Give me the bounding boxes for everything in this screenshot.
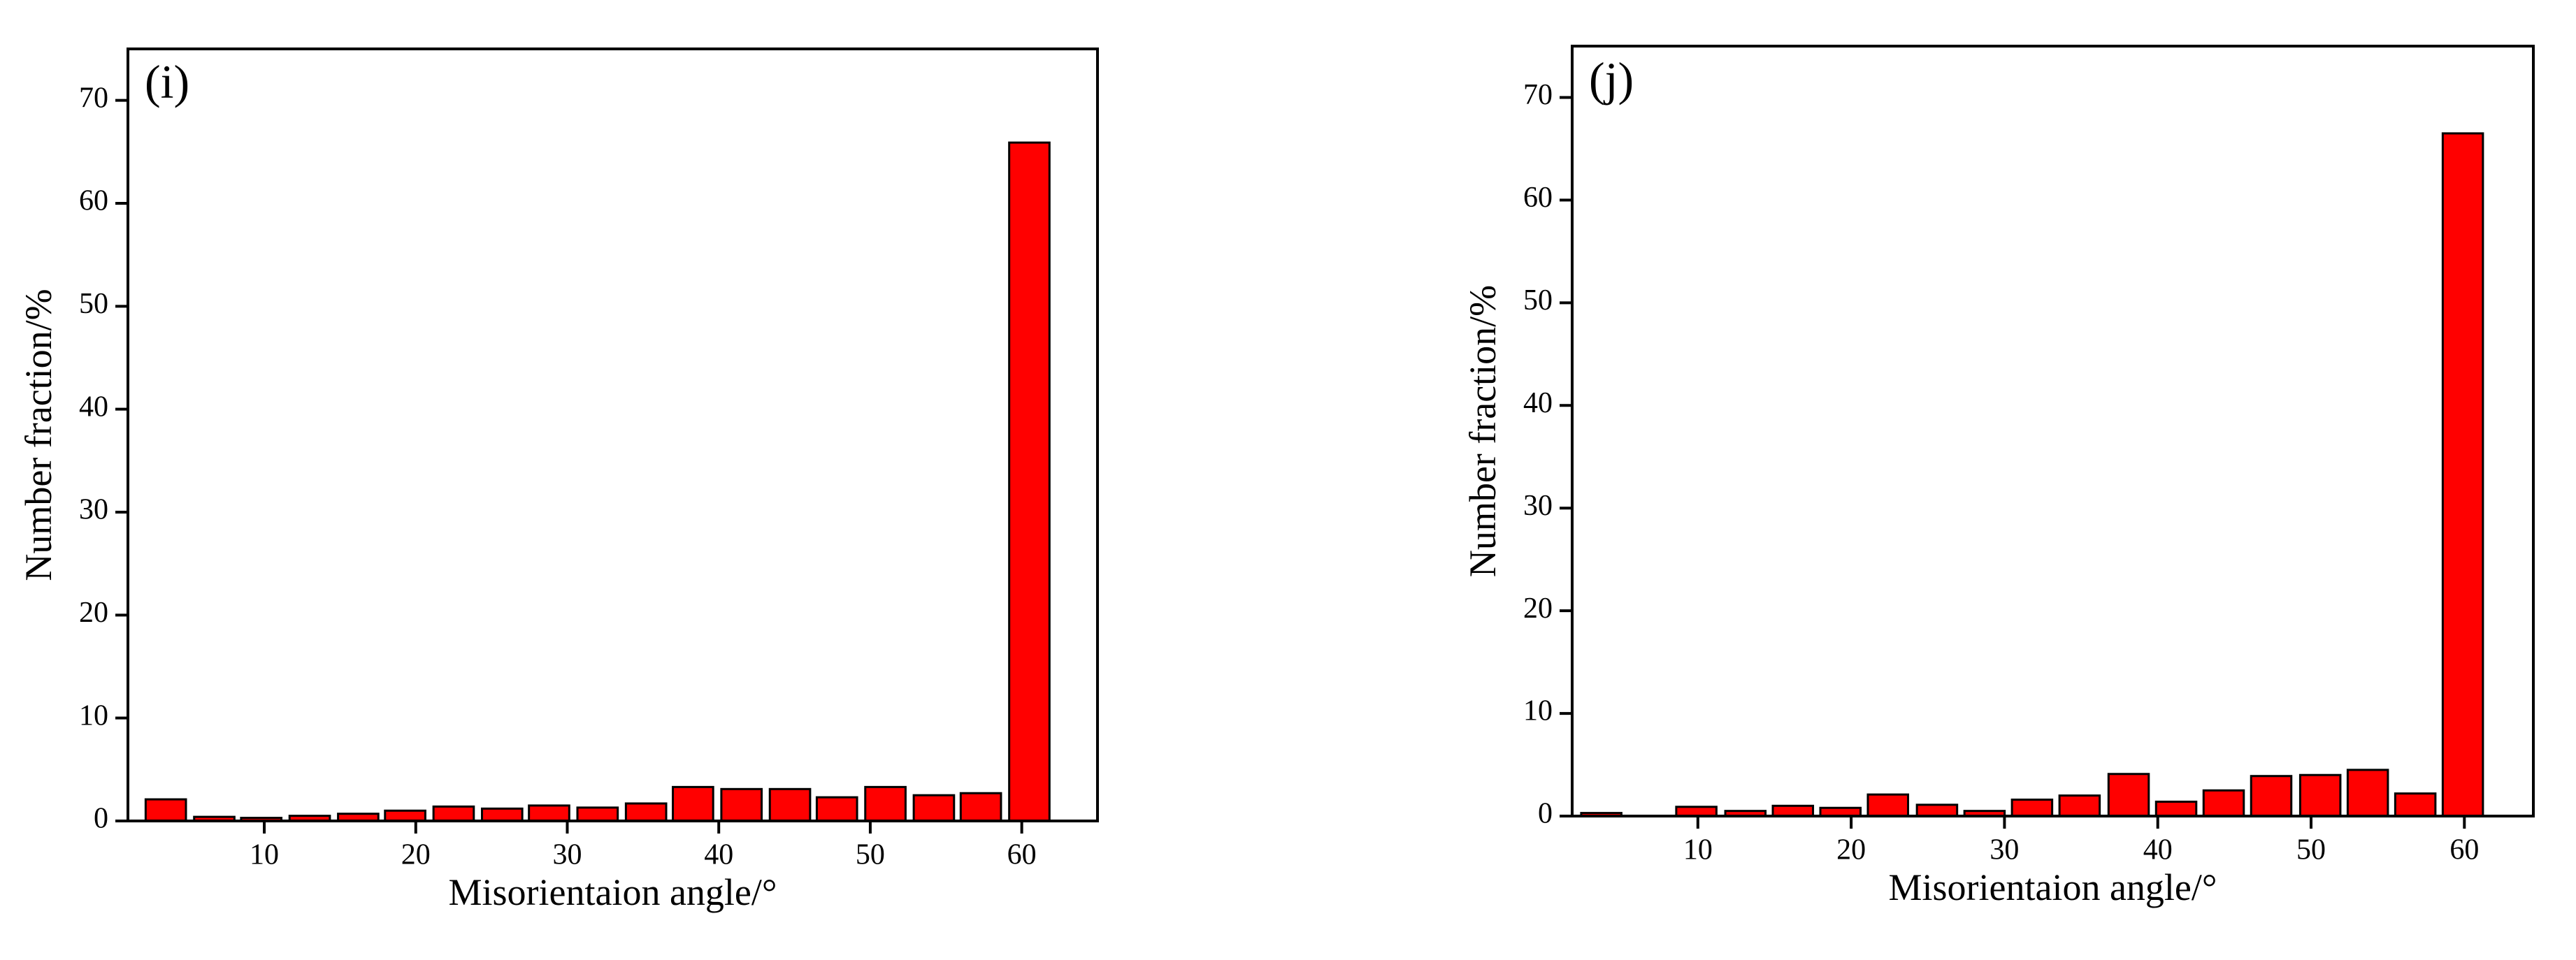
y-tick-label: 70 — [1523, 79, 1553, 111]
bar — [528, 804, 570, 822]
x-tick-label: 20 — [401, 839, 431, 871]
bar — [768, 787, 812, 822]
bar — [815, 796, 858, 822]
y-tick-label: 0 — [1538, 798, 1553, 830]
x-tick-label: 60 — [1007, 839, 1037, 871]
x-tick-label: 30 — [1989, 834, 2019, 866]
y-tick-label: 60 — [1523, 182, 1553, 214]
y-tick-label: 50 — [1523, 284, 1553, 317]
x-tick-label: 20 — [1836, 834, 1866, 866]
x-axis-title: Misorientaion angle/° — [449, 871, 777, 913]
plot-frame — [127, 48, 1099, 822]
bar — [2058, 794, 2101, 817]
y-tick-label: 50 — [79, 288, 108, 320]
y-tick-label: 40 — [1523, 387, 1553, 419]
y-tick-label: 20 — [79, 597, 108, 629]
bar — [1008, 141, 1051, 822]
x-tick-label: 40 — [704, 839, 733, 871]
x-tick-label: 40 — [2143, 834, 2173, 866]
bar — [1915, 803, 1959, 817]
y-tick-label: 10 — [79, 699, 108, 732]
bar — [2298, 773, 2342, 817]
bar — [1866, 793, 1910, 817]
bar — [2250, 775, 2293, 817]
bar — [2202, 789, 2245, 817]
y-tick-label: 30 — [79, 494, 108, 526]
chart-panel: 0 10 20 30 40 50 60 70 10 20 30 40 50 60 (j) Misorienta… — [1462, 45, 2535, 908]
bar — [480, 807, 524, 822]
x-axis-title: Misorientaion angle/° — [1889, 866, 2217, 908]
bar — [2346, 769, 2389, 817]
x-tick-label: 10 — [250, 839, 279, 871]
y-tick-label: 40 — [79, 391, 108, 423]
plot-frame — [1571, 45, 2535, 817]
y-tick-label: 0 — [94, 803, 108, 835]
bar — [2441, 132, 2484, 817]
bar — [2107, 773, 2150, 817]
x-tick-label: 10 — [1683, 834, 1713, 866]
panel-label: (i) — [145, 55, 189, 108]
bar — [720, 787, 763, 822]
y-tick-label: 20 — [1523, 592, 1553, 625]
y-tick-label: 70 — [79, 82, 108, 114]
y-axis-title: Number fraction/% — [17, 289, 59, 581]
bar — [864, 785, 907, 822]
y-tick-label: 60 — [79, 185, 108, 217]
bar — [144, 798, 187, 822]
x-tick-label: 50 — [2296, 834, 2326, 866]
bar — [1771, 804, 1815, 817]
bar — [2154, 800, 2198, 817]
bar — [2010, 798, 2054, 817]
bar — [384, 809, 426, 822]
bar — [576, 806, 619, 822]
panel-label: (j) — [1589, 52, 1634, 106]
x-tick-label: 30 — [552, 839, 582, 871]
bar — [432, 805, 475, 822]
bar — [624, 802, 668, 822]
y-tick-label: 10 — [1523, 695, 1553, 727]
bar — [959, 792, 1002, 822]
x-tick-label: 60 — [2449, 834, 2479, 866]
bar — [2394, 792, 2437, 817]
y-tick-label: 30 — [1523, 490, 1553, 522]
bar — [912, 794, 956, 822]
y-axis-title: Number fraction/% — [1462, 285, 1504, 577]
bar — [672, 785, 714, 822]
x-tick-label: 50 — [856, 839, 885, 871]
chart-panel: 0 10 20 30 40 50 60 70 10 20 30 40 50 60 (i) Misorienta… — [17, 48, 1099, 913]
